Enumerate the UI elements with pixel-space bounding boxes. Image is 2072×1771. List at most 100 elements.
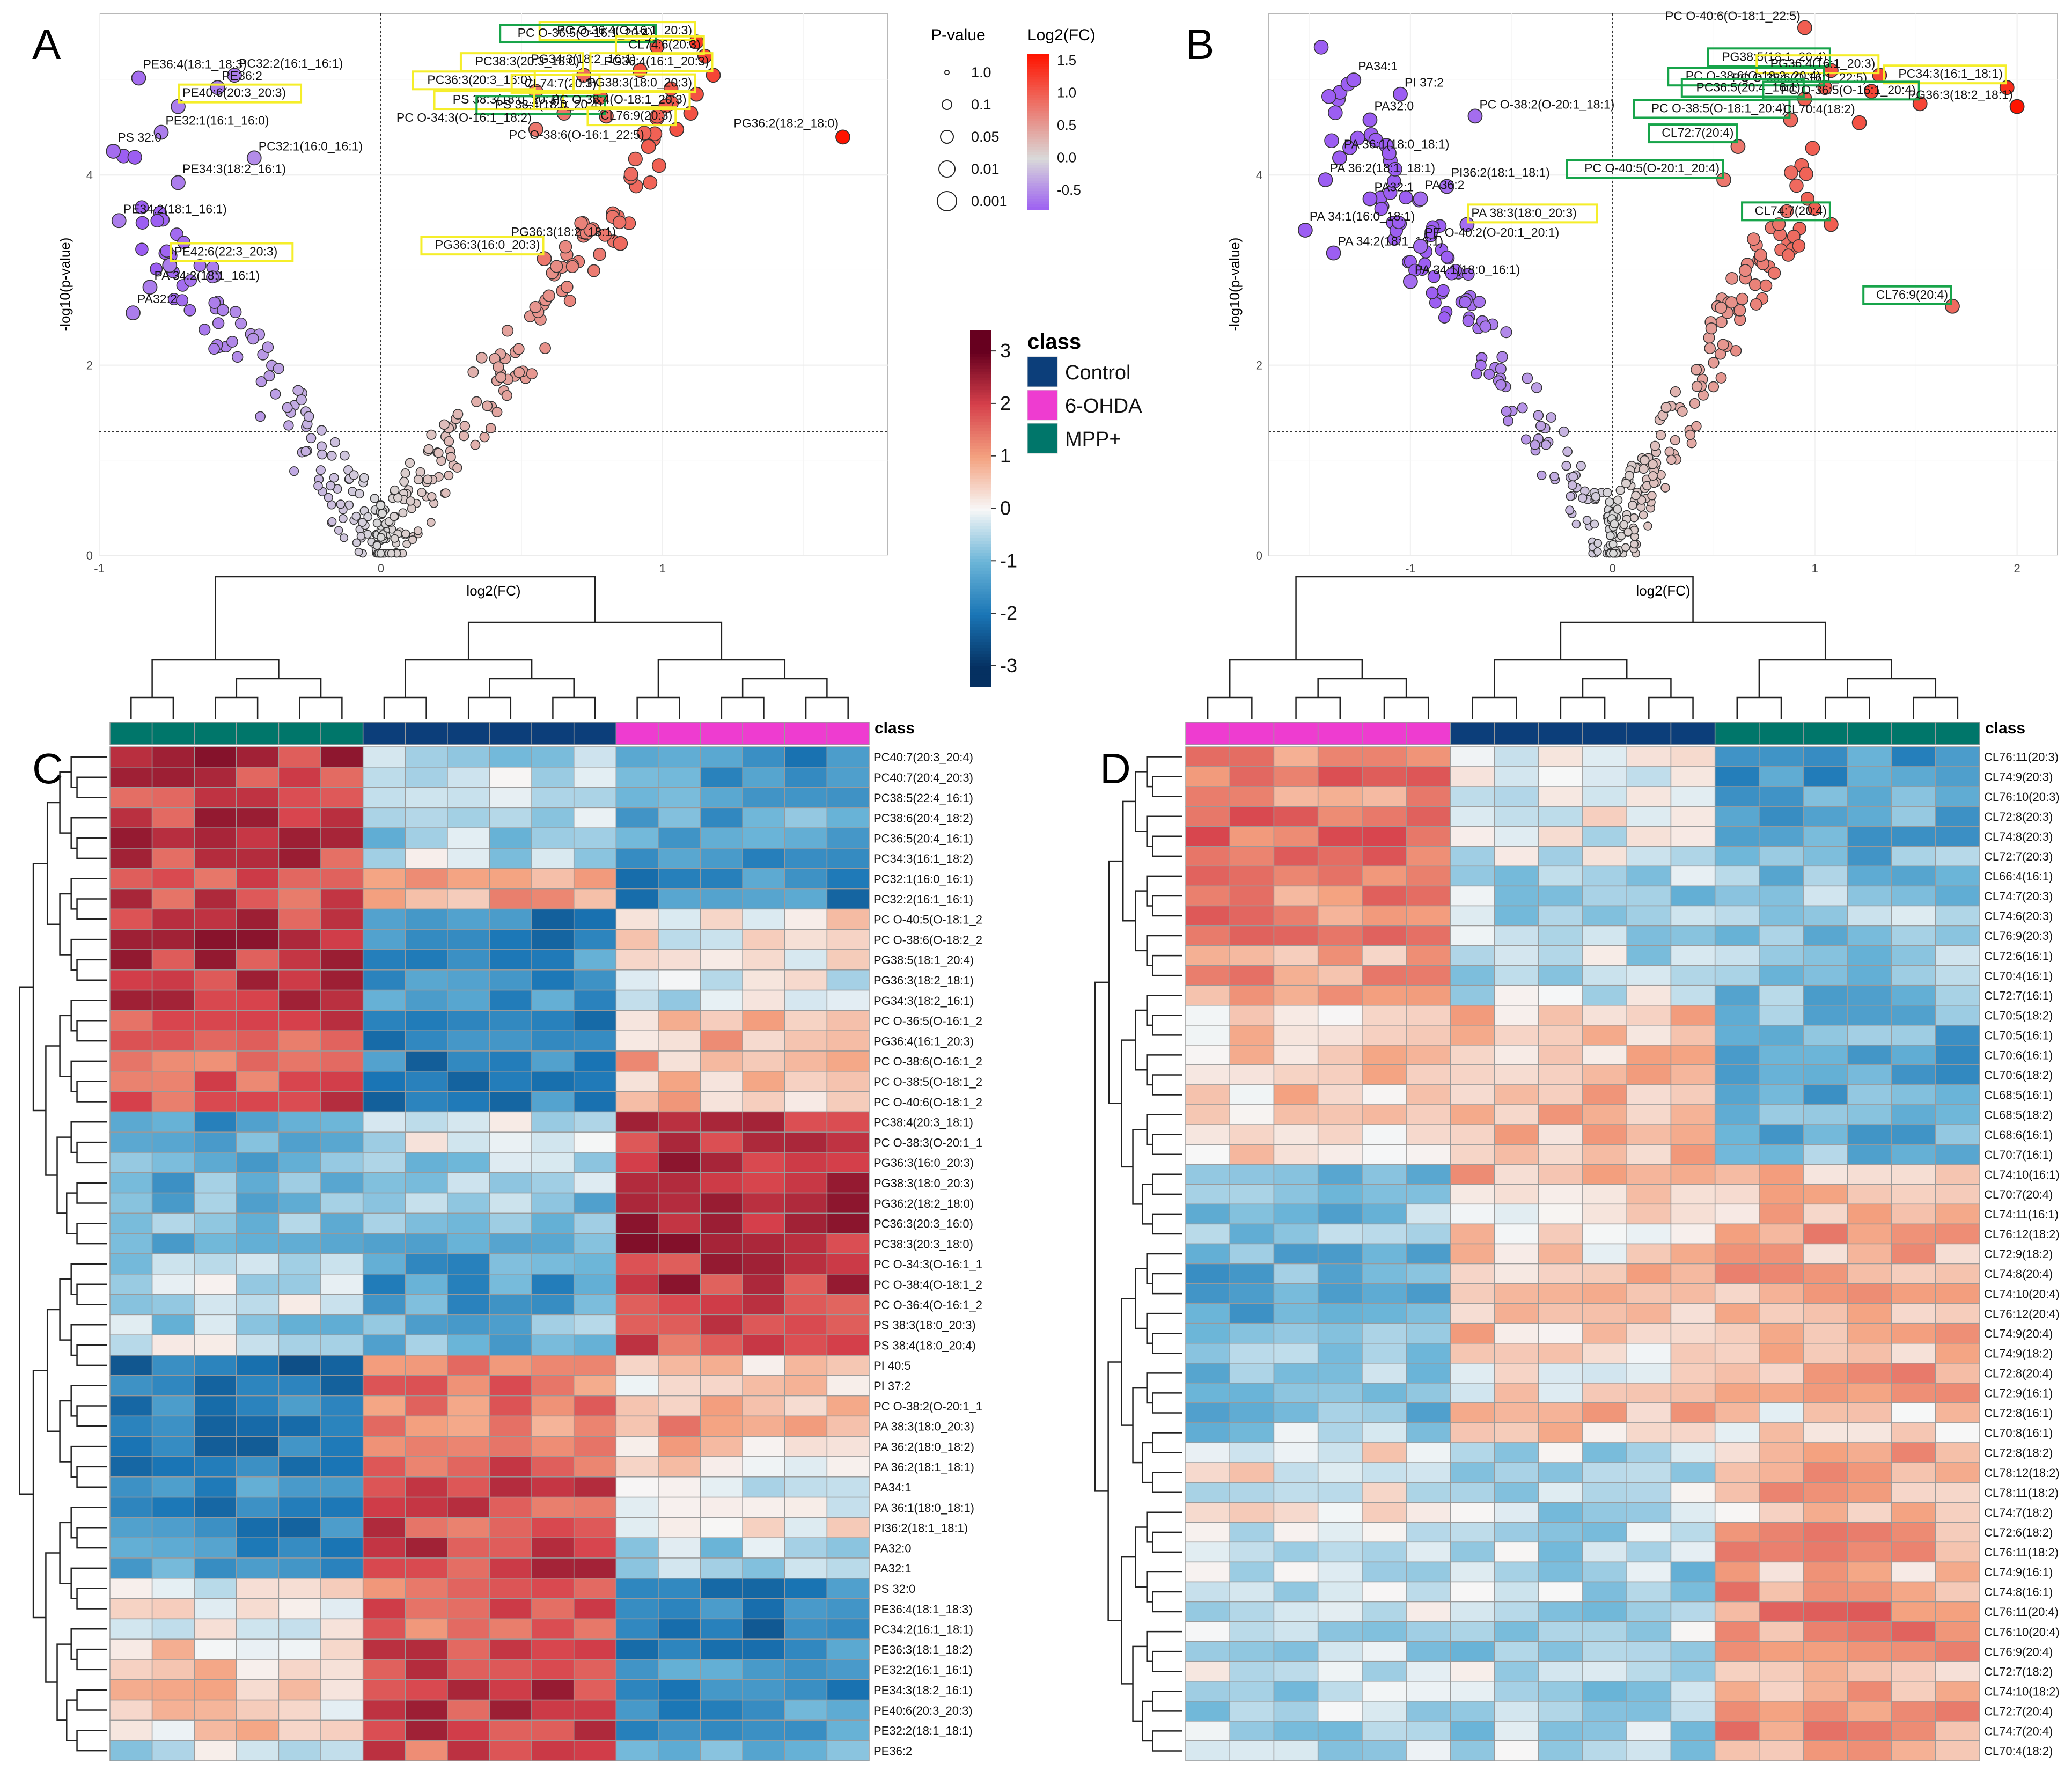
heatmap-cell (320, 1456, 364, 1478)
heatmap-cell (1317, 965, 1363, 986)
heatmap-cell (1582, 826, 1627, 847)
heatmap-cell (1406, 846, 1451, 867)
row-dendrogram-branch (1152, 1591, 1182, 1613)
heatmap-cell (447, 1091, 490, 1113)
heatmap-cell (1714, 1701, 1760, 1722)
heatmap-cell (658, 1010, 701, 1031)
heatmap-cell (784, 1071, 828, 1092)
heatmap-cell (1626, 1203, 1672, 1225)
class-bar-cell (151, 722, 195, 745)
heatmap-cell (700, 1557, 743, 1579)
heatmap-cell (1494, 1223, 1539, 1245)
heatmap-cell (531, 1253, 575, 1275)
heatmap-cell (1538, 1164, 1583, 1185)
data-point (1691, 380, 1703, 392)
heatmap-cell (658, 1314, 701, 1335)
log2fc-gradient-step (1027, 123, 1049, 127)
heatmap-cell (1891, 1263, 1936, 1284)
heatmap-gradient-step (970, 550, 991, 554)
point-label: PE42:6(22:3_20:3) (174, 245, 277, 259)
data-point (354, 547, 363, 556)
data-point (1725, 296, 1738, 309)
heatmap-cell (1406, 1343, 1451, 1364)
heatmap-cell (1538, 1581, 1583, 1603)
heatmap-cell (1362, 1402, 1407, 1423)
heatmap-cell (1803, 846, 1848, 867)
heatmap-cell (742, 1578, 785, 1599)
heatmap-cell (784, 1699, 828, 1721)
data-point (406, 496, 415, 506)
data-point (1473, 296, 1486, 308)
heatmap-cell (1406, 1502, 1451, 1523)
heatmap-cell (489, 1233, 532, 1254)
heatmap-cell (1538, 1660, 1583, 1682)
heatmap-cell (1185, 1482, 1230, 1503)
data-point (1541, 439, 1552, 450)
heatmap-cell (658, 1172, 701, 1194)
heatmap-cell (658, 1091, 701, 1113)
data-point (1754, 248, 1767, 262)
heatmap-cell (405, 1172, 448, 1194)
heatmap-row-label: PE36:3(18:1_18:2) (873, 1643, 973, 1656)
heatmap-cell (742, 1395, 785, 1417)
heatmap-cell (784, 908, 828, 930)
heatmap-cell (1847, 1402, 1892, 1423)
heatmap-cell (742, 1659, 785, 1680)
heatmap-cell (1273, 885, 1319, 907)
data-point (1438, 311, 1451, 324)
heatmap-cell (826, 908, 870, 930)
heatmap-cell (615, 1557, 659, 1579)
data-point (355, 489, 364, 499)
heatmap-cell (1317, 885, 1363, 907)
heatmap-cell (1670, 1621, 1716, 1642)
heatmap-cell (1538, 885, 1583, 907)
heatmap-cell (1626, 1502, 1672, 1523)
heatmap-cell (615, 949, 659, 971)
log2fc-gradient-step (1027, 69, 1049, 72)
heatmap-cell (1185, 1701, 1230, 1722)
heatmap-cell (826, 807, 870, 828)
heatmap-cell (1185, 1243, 1230, 1265)
heatmap-cell (151, 1456, 195, 1478)
heatmap-cell (1538, 1561, 1583, 1583)
data-point (401, 529, 410, 538)
data-point (327, 517, 337, 526)
heatmap-cell (1185, 1621, 1230, 1642)
heatmap-cell (1450, 1740, 1495, 1761)
heatmap-cell (1229, 1561, 1275, 1583)
heatmap-cell (742, 1598, 785, 1620)
heatmap-cell (1759, 1581, 1804, 1603)
data-point (212, 317, 225, 329)
data-point (296, 394, 307, 406)
heatmap-row-label: PE36:4(18:1_18:3) (873, 1603, 973, 1616)
heatmap-cell (615, 1212, 659, 1234)
heatmap-cell (1185, 1343, 1230, 1364)
row-dendrogram-branch (1152, 835, 1182, 857)
heatmap-cell (1538, 846, 1583, 867)
heatmap-row-label: PC O-40:5(O-18:1_2 (873, 913, 982, 927)
heatmap-cell (531, 1517, 575, 1538)
heatmap-cell (1847, 965, 1892, 986)
heatmap-cell (1670, 826, 1716, 847)
data-point (1418, 257, 1431, 271)
data-point (1677, 406, 1688, 417)
heatmap-cell (700, 787, 743, 809)
heatmap-gradient-step (970, 583, 991, 586)
heatmap-cell (236, 1091, 280, 1113)
data-point (1568, 472, 1578, 482)
labeled-point (1332, 150, 1347, 166)
heatmap-cell (1406, 1045, 1451, 1065)
heatmap-cell (1538, 1422, 1583, 1443)
heatmap-cell (320, 1111, 364, 1133)
row-dendrogram-branch (1152, 1432, 1182, 1453)
heatmap-cell (278, 949, 321, 971)
heatmap-cell (1229, 1681, 1275, 1702)
data-point (193, 259, 207, 273)
heatmap-cell (658, 1618, 701, 1640)
label-highlight-box (1883, 64, 2007, 85)
heatmap-cell (1935, 1184, 1980, 1205)
heatmap-legend-label: 2 (1000, 392, 1011, 414)
data-point (326, 481, 335, 491)
heatmap-cell (784, 807, 828, 828)
heatmap-cell (405, 1294, 448, 1316)
